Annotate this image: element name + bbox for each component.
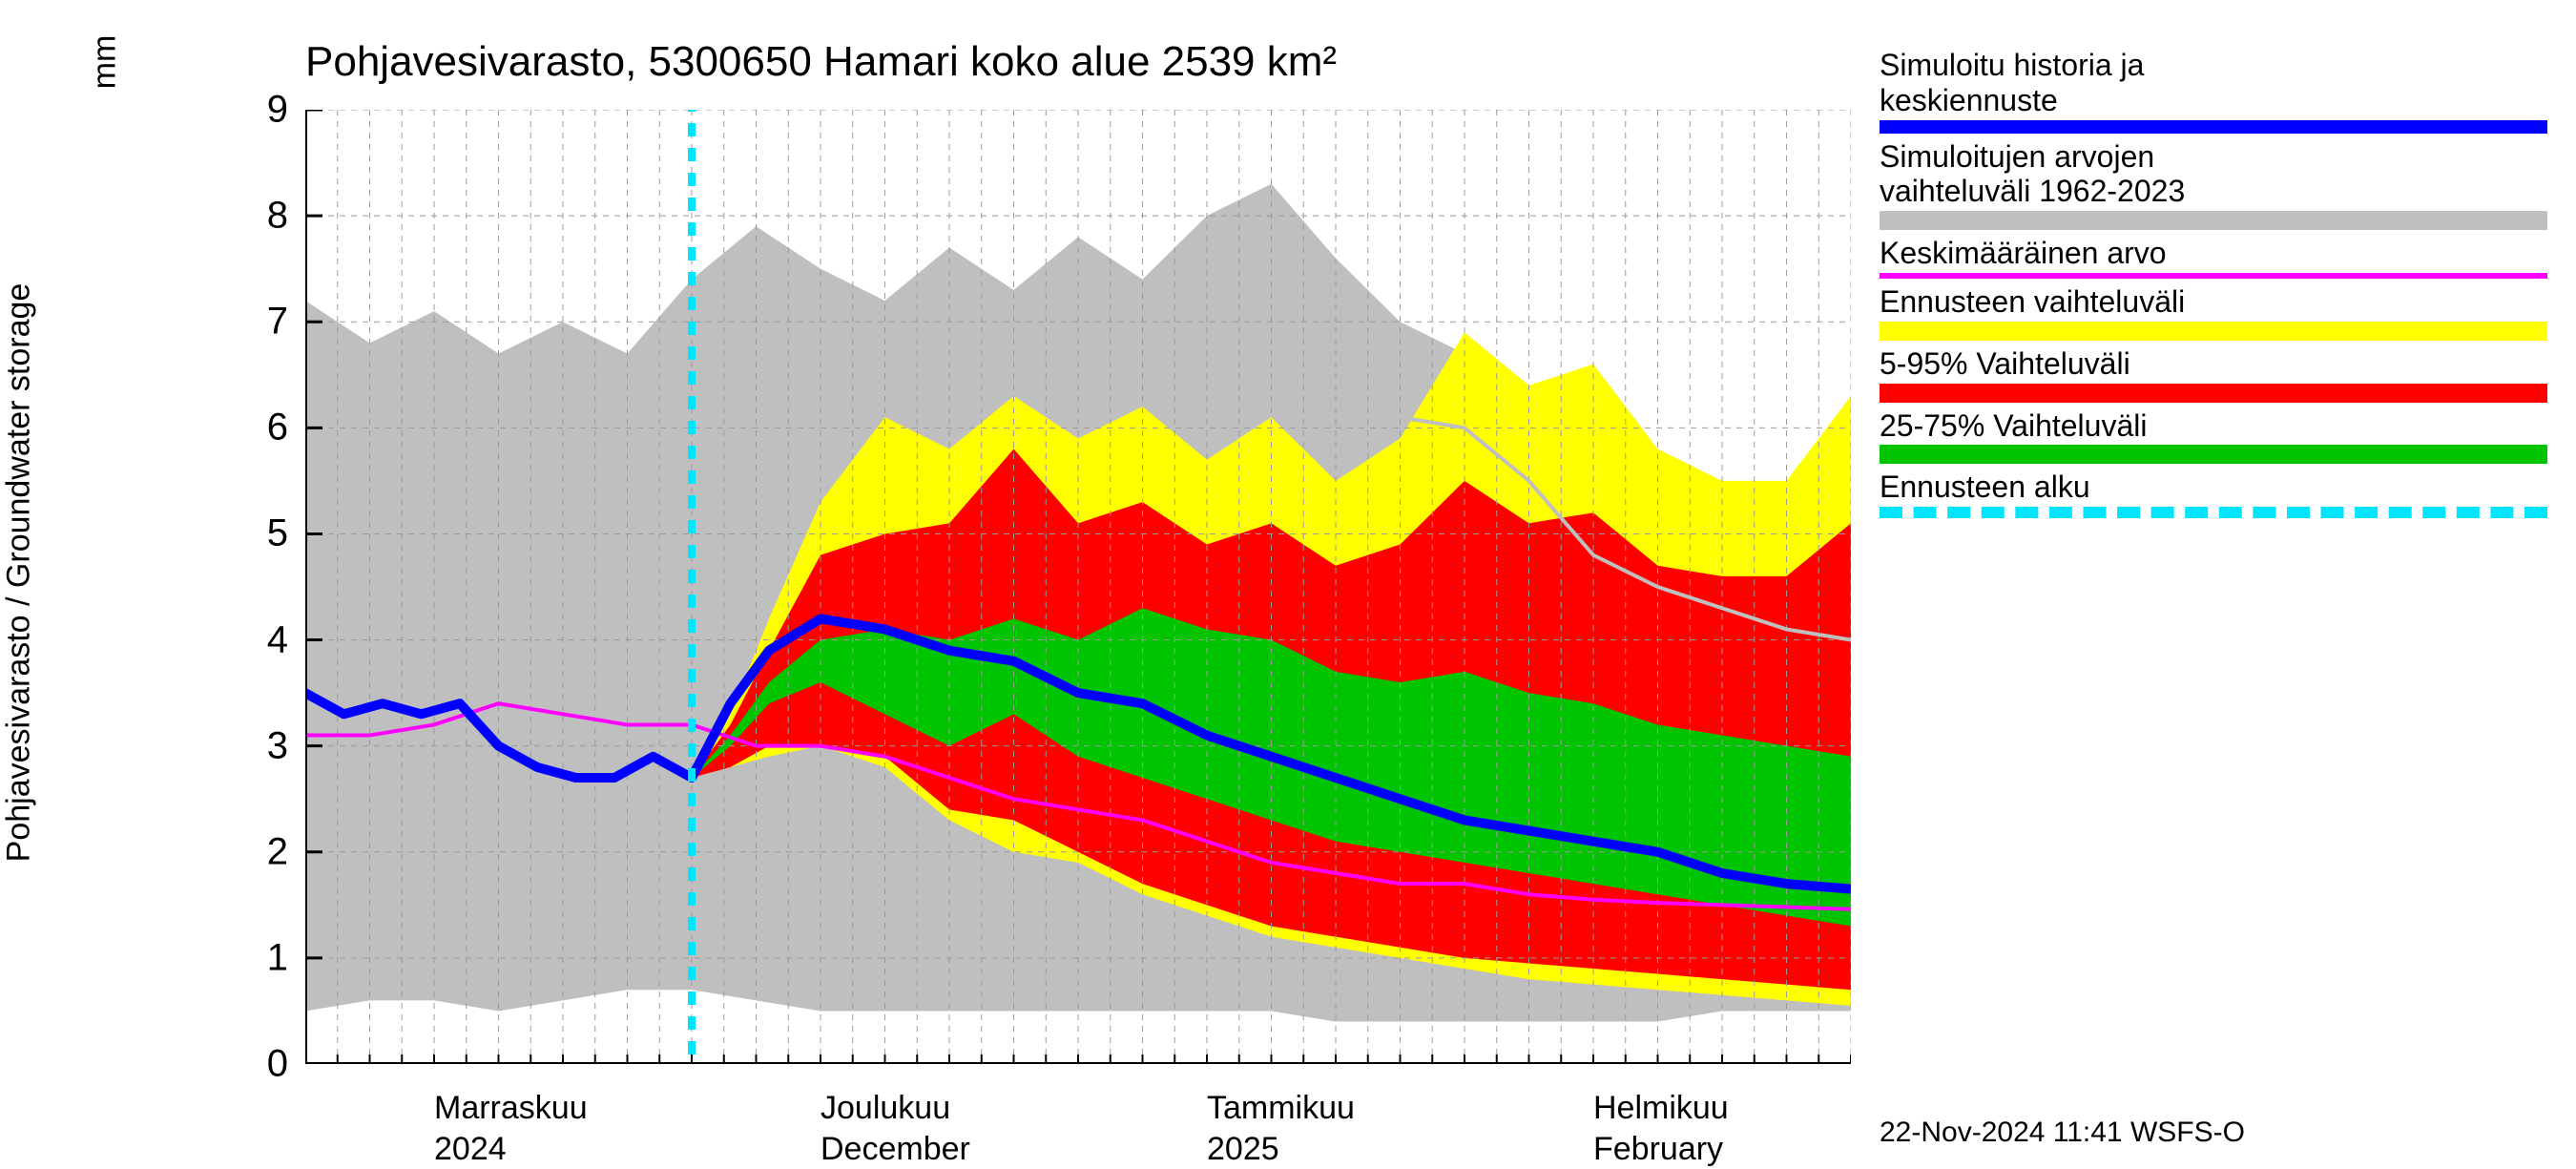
chart-title: Pohjavesivarasto, 5300650 Hamari koko al… [305,38,1337,86]
legend-text: 5-95% Vaihteluväli [1880,346,2547,382]
x-axis-label: Tammikuu2025 [1207,1088,1355,1169]
y-tick-label: 1 [267,936,288,979]
plot-area: 0123456789 [305,110,1851,1064]
legend-text: Ennusteen alku [1880,470,2547,505]
legend-entry: Keskimääräinen arvo [1880,236,2547,279]
y-tick-label: 8 [267,195,288,238]
legend-text: Simuloitujen arvojenvaihteluväli 1962-20… [1880,139,2547,210]
y-tick-label: 6 [267,407,288,449]
legend-swatch [1880,273,2547,279]
y-tick-label: 0 [267,1043,288,1086]
y-tick-label: 3 [267,724,288,767]
x-axis-label: JoulukuuDecember [821,1088,970,1169]
legend-swatch [1880,507,2547,518]
chart-container: Pohjavesivarasto / Groundwater storage m… [0,0,2576,1145]
footer-timestamp: 22-Nov-2024 11:41 WSFS-O [1880,1117,2245,1149]
legend-text: Ennusteen vaihteluväli [1880,284,2547,320]
x-axis-label: Marraskuu2024 [434,1088,588,1169]
y-tick-label: 7 [267,301,288,344]
legend-entry: Ennusteen vaihteluväli [1880,284,2547,341]
legend-swatch [1880,120,2547,134]
legend-swatch [1880,322,2547,341]
legend-entry: Ennusteen alku [1880,470,2547,518]
x-axis-label: HelmikuuFebruary [1593,1088,1729,1169]
y-tick-label: 4 [267,618,288,661]
y-tick-label: 5 [267,512,288,555]
legend-entry: 25-75% Vaihteluväli [1880,408,2547,465]
legend: Simuloitu historia jakeskiennuste Simuloi… [1880,48,2547,524]
y-axis-label: Pohjavesivarasto / Groundwater storage [1,283,38,863]
legend-text: Simuloitu historia jakeskiennuste [1880,48,2547,118]
y-tick-label: 2 [267,830,288,873]
legend-text: 25-75% Vaihteluväli [1880,408,2547,444]
legend-entry: 5-95% Vaihteluväli [1880,346,2547,403]
legend-swatch [1880,211,2547,230]
plot-svg [305,110,1851,1064]
legend-text: Keskimääräinen arvo [1880,236,2547,271]
y-tick-label: 9 [267,89,288,132]
legend-entry: Simuloitujen arvojenvaihteluväli 1962-20… [1880,139,2547,231]
legend-entry: Simuloitu historia jakeskiennuste [1880,48,2547,134]
y-axis-unit: mm [87,35,124,90]
legend-swatch [1880,384,2547,403]
legend-swatch [1880,445,2547,464]
